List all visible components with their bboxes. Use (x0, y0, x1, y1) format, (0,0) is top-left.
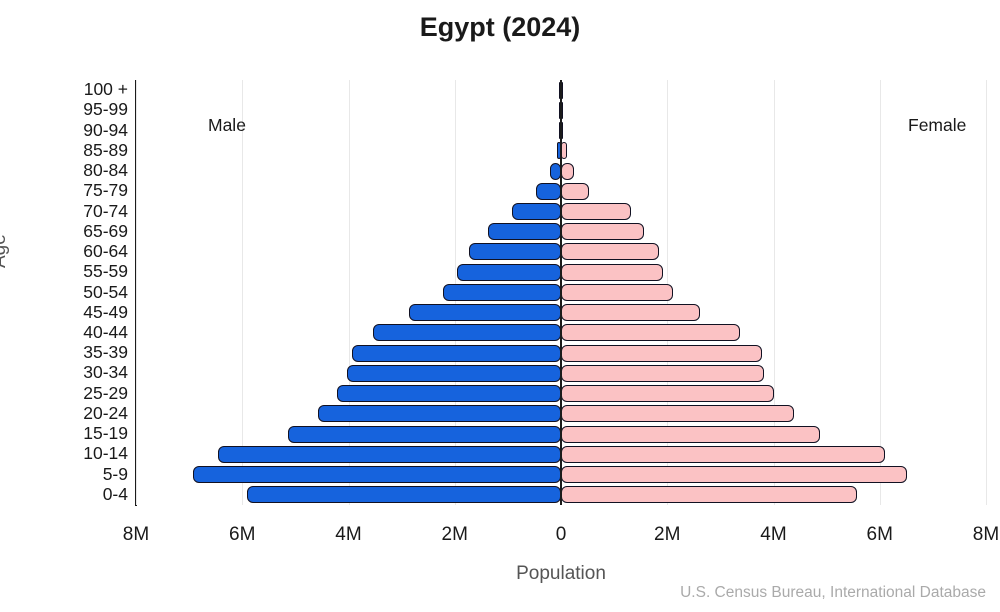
bar-male (469, 243, 561, 261)
y-axis-tick-label: 25-29 (83, 382, 128, 403)
bar-female (561, 182, 590, 200)
y-axis-tick-label: 70-74 (83, 200, 128, 221)
y-axis-tick-label: 60-64 (83, 241, 128, 262)
y-axis-tick-label: 15-19 (83, 423, 128, 444)
x-axis-tick-label: 0 (555, 524, 567, 545)
y-axis-tick-label: 45-49 (83, 301, 128, 322)
bar-female (561, 223, 645, 241)
bar-male (442, 283, 561, 301)
y-axis-tick-label: 55-59 (83, 261, 128, 282)
y-axis-tick-label: 40-44 (83, 321, 128, 342)
bar-female (561, 283, 674, 301)
pyramid-row (136, 444, 986, 464)
bar-female (561, 304, 701, 322)
pyramid-row (136, 404, 986, 424)
bar-female (561, 385, 774, 403)
bar-female (561, 425, 820, 443)
bar-male (193, 466, 561, 484)
x-axis-tick-label: 8M (122, 524, 150, 545)
pyramid-row (136, 465, 986, 485)
pyramid-row (136, 363, 986, 383)
bar-female (561, 486, 857, 504)
bar-male (373, 324, 561, 342)
y-axis-tick-label: 65-69 (83, 220, 128, 241)
source-note: U.S. Census Bureau, International Databa… (680, 584, 986, 601)
x-axis-tick-label: 2M (654, 524, 681, 545)
gridline (242, 80, 244, 505)
gridline (136, 80, 137, 505)
bar-female (561, 445, 885, 463)
chart-title: Egypt (2024) (419, 12, 581, 42)
bar-male (337, 385, 561, 403)
gridline (986, 80, 987, 505)
pyramid-row (136, 323, 986, 343)
y-axis-tick-label: 80-84 (83, 160, 128, 181)
x-axis-tick-label: 6M (866, 524, 893, 545)
gridline (773, 80, 775, 505)
bar-male (511, 203, 561, 221)
x-axis-tick-label: 4M (760, 524, 787, 545)
gridline (879, 80, 881, 505)
y-axis-tick-label: 85-89 (83, 139, 128, 160)
bar-male (247, 486, 561, 504)
series-annotation-female: Female (908, 115, 967, 135)
bar-male (351, 344, 561, 362)
pyramid-row (136, 384, 986, 404)
bar-female (561, 162, 575, 180)
bar-male (317, 405, 561, 423)
bar-male (487, 223, 561, 241)
y-axis-tick-label: 5-9 (102, 463, 128, 484)
bar-male (408, 304, 561, 322)
bar-female (561, 466, 907, 484)
bar-female (561, 364, 765, 382)
gridline (348, 80, 350, 505)
bar-male (347, 364, 561, 382)
bar-female (561, 324, 740, 342)
bar-female (561, 344, 763, 362)
x-axis-tick-label: 2M (441, 524, 468, 545)
pyramid-row (136, 242, 986, 262)
x-axis-tick-label: 8M (972, 524, 1000, 545)
y-axis-tick-label: 95-99 (83, 99, 128, 120)
y-axis-tick-label: 0-4 (102, 483, 128, 504)
y-axis-tick-label: 100 + (83, 79, 128, 100)
bar-male (218, 445, 561, 463)
y-axis-tick-label: 50-54 (83, 281, 128, 302)
series-annotation-male: Male (208, 115, 246, 135)
bar-male (536, 182, 561, 200)
pyramid-row (136, 262, 986, 282)
pyramid-row (136, 343, 986, 363)
pyramid-row (136, 282, 986, 302)
pyramid-row (136, 201, 986, 221)
pyramid-row (136, 485, 986, 505)
y-axis-title: Age (0, 234, 10, 268)
pyramid-row (136, 424, 986, 444)
y-axis-tick-label: 30-34 (83, 362, 128, 383)
pyramid-row (136, 303, 986, 323)
plot-area (136, 80, 987, 505)
bar-female (561, 203, 632, 221)
bar-male (288, 425, 561, 443)
y-axis-tick-label: 35-39 (83, 342, 128, 363)
x-axis-tick-label: 6M (229, 524, 256, 545)
y-axis-tick-label: 75-79 (83, 180, 128, 201)
zero-axis-line (560, 80, 562, 505)
bar-female (561, 243, 660, 261)
pyramid-row (136, 222, 986, 242)
bar-male (456, 263, 561, 281)
y-axis-tick-label: 20-24 (83, 402, 128, 423)
y-axis-tick-label: 90-94 (83, 119, 128, 140)
x-axis-title: Population (516, 563, 606, 584)
bar-female (561, 405, 794, 423)
bar-female (561, 263, 663, 281)
y-axis-tick-label: 10-14 (83, 443, 128, 464)
x-axis-tick-label: 4M (335, 524, 362, 545)
